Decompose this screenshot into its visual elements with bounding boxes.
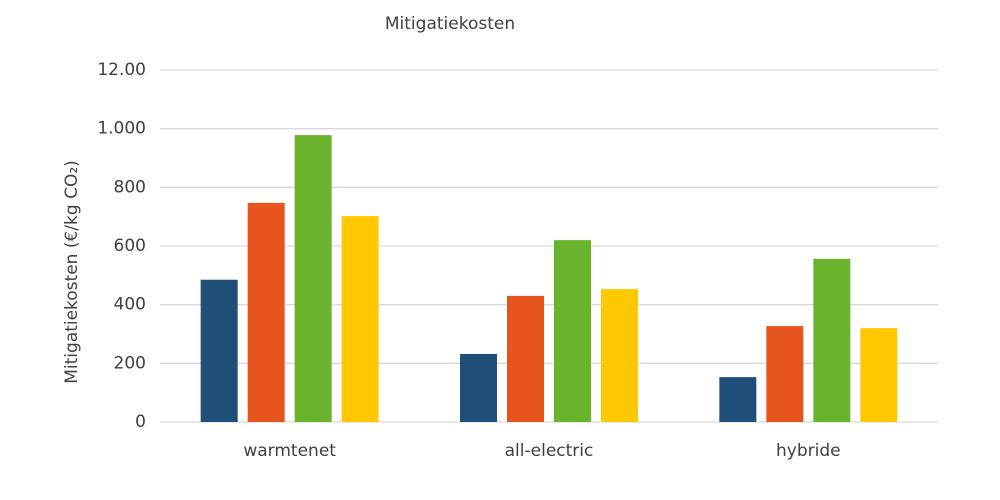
bar — [860, 328, 898, 422]
bar — [460, 353, 497, 422]
bar — [294, 135, 332, 422]
bar — [813, 258, 851, 422]
bar — [719, 377, 757, 422]
y-tick-label: 800 — [114, 177, 146, 197]
y-tick-label: 12.00 — [97, 60, 146, 80]
y-tick-label: 0 — [135, 412, 146, 432]
bar — [766, 326, 804, 422]
bar — [200, 279, 238, 422]
x-tick-label: hybride — [776, 441, 841, 461]
y-tick-label: 600 — [114, 236, 146, 256]
x-tick-label: warmtenet — [243, 441, 336, 461]
y-axis-label: Mitigatiekosten (€/kg CO₂) — [62, 160, 82, 384]
bar — [247, 202, 285, 422]
y-tick-label: 200 — [114, 353, 146, 373]
bar — [554, 240, 591, 422]
y-tick-label: 1.000 — [97, 119, 146, 139]
bar — [601, 289, 638, 422]
chart-title: Mitigatiekosten — [385, 14, 515, 34]
bar — [507, 295, 544, 422]
x-tick-label: all-electric — [505, 441, 594, 461]
bar — [341, 216, 379, 422]
y-tick-label: 400 — [114, 295, 146, 315]
